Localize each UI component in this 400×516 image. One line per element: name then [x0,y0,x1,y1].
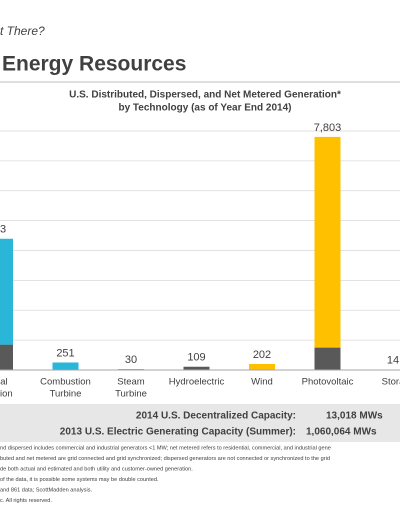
x-tick-label: Steam [117,377,145,388]
x-tick-label: ustion [0,389,13,400]
chart-title: U.S. Distributed, Dispersed, and Net Met… [69,90,341,101]
footnote: of the data, it is possible some systems… [0,477,159,483]
bar-segment [0,238,13,345]
summary-value: 13,018 MWs [326,411,383,422]
title: Energy Resources [2,53,186,76]
footnote: c. All rights reserved. [0,498,52,504]
value-label: 109 [187,352,205,364]
value-label: 251 [56,347,74,359]
footnote: buted and net metered are grid connected… [0,456,330,462]
bar-segment [52,362,79,370]
chart-title: by Technology (as of Year End 2014) [118,103,291,114]
value-label: 14 [387,354,399,366]
subtitle: t There? [0,24,45,38]
bar-segment [314,347,341,370]
summary-box [0,404,400,442]
x-tick-label: mal [0,377,8,388]
x-tick-label: Wind [251,377,273,388]
x-tick-label: Turbine [50,389,82,400]
value-label: 93 [0,224,6,236]
footnote: and 861 data; ScottMadden analysis. [0,487,92,493]
x-tick-label: Photovoltaic [302,377,354,388]
x-tick-label: Turbine [115,389,147,400]
x-tick-label: Hydroelectric [169,377,225,388]
bar-segment [314,136,341,348]
x-tick-label: Stora [382,377,400,388]
bar-segment [0,344,13,370]
value-label: 202 [253,349,271,361]
bar-segment [249,363,275,370]
footnote: de both actual and estimated and both ut… [0,466,193,472]
summary-label: 2014 U.S. Decentralized Capacity: [136,411,296,422]
summary-value: 1,060,064 MWs [306,427,377,438]
value-label: 30 [125,354,137,366]
value-label: 7,803 [314,122,342,134]
summary-label: 2013 U.S. Electric Generating Capacity (… [60,427,296,438]
x-tick-label: Combustion [40,377,91,388]
footnote: nd dispersed includes commercial and ind… [0,445,331,451]
bar-segment [183,366,210,370]
